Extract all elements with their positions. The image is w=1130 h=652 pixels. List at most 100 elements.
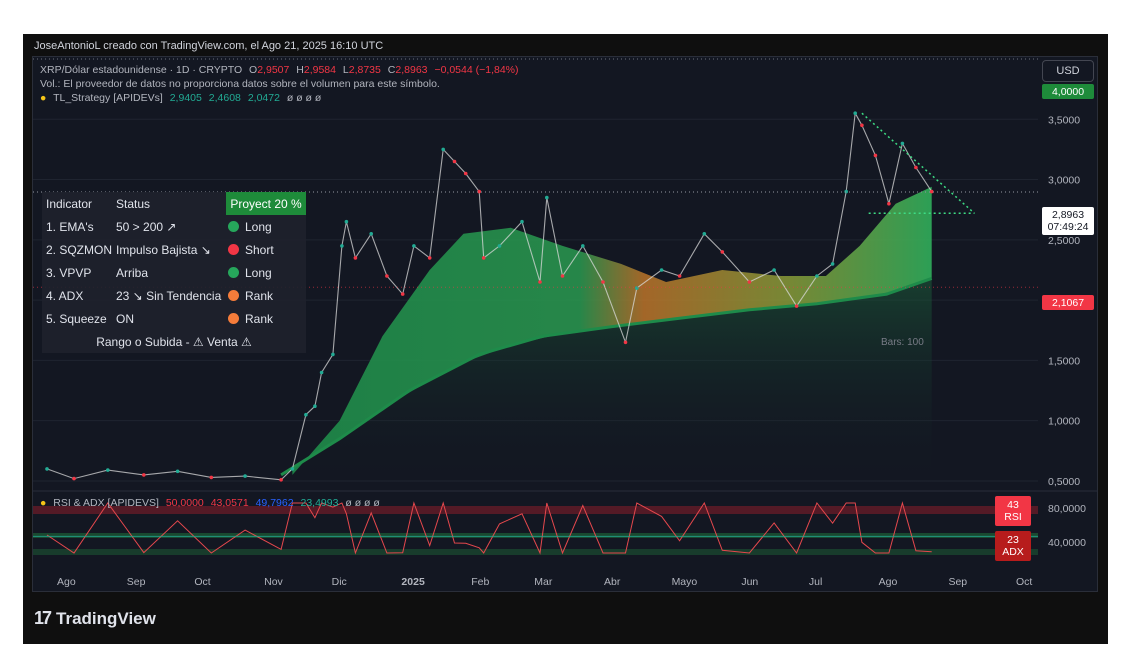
price-point [853, 111, 857, 115]
symbol-legend: XRP/Dólar estadounidense · 1D · CRYPTO O… [40, 64, 519, 76]
x-tick-label: Sep [127, 576, 146, 588]
row-name: 3. VPVP [46, 265, 92, 280]
x-tick-label: Oct [194, 576, 210, 588]
price-point [520, 219, 524, 224]
author-credit: JoseAntonioL creado con TradingView.com,… [34, 40, 384, 52]
rsi-tag-value: 43 [1007, 499, 1019, 511]
x-tick-label: Abr [604, 576, 621, 588]
x-tick-label: Mayo [672, 576, 698, 588]
y-tick-label: 0,5000 [1048, 476, 1080, 488]
table-footer: Rango o Subida - ⚠ Venta ⚠ [42, 330, 306, 353]
price-point [331, 352, 335, 357]
price-point [477, 189, 482, 194]
row-status: Arriba [116, 265, 149, 280]
price-point [887, 201, 891, 206]
price-point [340, 244, 344, 248]
price-point [400, 292, 405, 296]
strategy-icon: ● [40, 92, 47, 104]
table-row: 5. Squeeze ON Rank [42, 307, 306, 330]
price-point [412, 244, 416, 248]
price-point [441, 147, 446, 152]
strategy-legend[interactable]: ● TL_Strategy [APIDEVs] 2,9405 2,4608 2,… [40, 92, 325, 104]
x-tick-label: 2025 [401, 576, 425, 588]
price-point [344, 219, 349, 224]
signal-dot-icon [228, 313, 239, 324]
rsi-value-1: 50,0000 [165, 497, 204, 509]
signal-dot-icon [228, 267, 239, 278]
price-point [463, 171, 468, 176]
price-point [313, 404, 317, 409]
ema-200-line [280, 276, 933, 477]
currency-button[interactable]: USD [1042, 60, 1094, 82]
low-value: 2,8735 [348, 64, 381, 76]
rsi-value-2: 43,0571 [210, 497, 249, 509]
symbol-name[interactable]: XRP/Dólar estadounidense · 1D · CRYPTO [40, 64, 243, 76]
price-point [304, 412, 308, 417]
price-point [720, 250, 725, 254]
price-line [46, 111, 933, 481]
price-point [794, 304, 799, 308]
adx-value-tag: 23 ADX [995, 531, 1031, 561]
resistance-trendline [861, 112, 975, 214]
adx-tag-label: ADX [1002, 546, 1024, 558]
rsi-empty-values: ø ø ø ø [345, 497, 380, 509]
rsi-mid-band [33, 533, 1038, 538]
row-signal: Rank [245, 311, 274, 326]
y-tick-label: 2,5000 [1048, 235, 1080, 247]
chart-canvas[interactable]: 0,50001,00001,50002,00002,50003,00003,50… [33, 57, 1098, 592]
y-tick-label: 1,5000 [1048, 355, 1080, 367]
strategy-value-3: 2,0472 [247, 92, 280, 104]
strategy-name: TL_Strategy [APIDEVs] [53, 92, 163, 104]
table-row: 4. ADX 23 ↘ Sin Tendencia Rank [42, 284, 306, 307]
price-point [175, 469, 180, 474]
chart-area[interactable]: 0,50001,00001,50002,00002,50003,00003,50… [32, 56, 1098, 592]
price-point [72, 476, 76, 481]
rsi-overbought-band [33, 506, 1038, 514]
price-tag-level: 2,1067 [1042, 295, 1094, 310]
price-point [860, 123, 864, 128]
price-point [545, 195, 549, 200]
x-tick-label: Feb [471, 576, 489, 588]
volume-note: Vol.: El proveedor de datos no proporcio… [40, 78, 440, 90]
price-point [815, 274, 819, 278]
price-point [209, 475, 214, 480]
price-point [772, 268, 776, 272]
row-name: 4. ADX [46, 288, 84, 303]
price-point [452, 159, 457, 164]
signal-dot-icon [228, 221, 239, 232]
price-point [385, 274, 389, 278]
rsi-line [46, 501, 932, 555]
row-signal: Long [245, 219, 272, 234]
row-status: Impulso Bajista ↘ [116, 242, 211, 257]
table-row: 2. SQZMON Impulso Bajista ↘ Short [42, 238, 306, 261]
price-point [830, 262, 835, 266]
strategy-empty-values: ø ø ø ø [286, 92, 322, 104]
price-point [142, 473, 146, 477]
row-signal: Short [245, 242, 274, 257]
price-point [581, 244, 585, 248]
tradingview-logo-icon: 17 [34, 608, 52, 628]
price-point [900, 141, 905, 146]
signal-dot-icon [228, 290, 239, 301]
y-tick-label: 1,0000 [1048, 416, 1080, 428]
price-point [106, 468, 110, 472]
adx-tag-value: 23 [1007, 534, 1019, 546]
price-point [747, 280, 752, 284]
rsi-value-tag: 43 RSI [995, 496, 1031, 526]
rsi-legend[interactable]: ● RSI & ADX [APIDEVS] 50,0000 43,0571 49… [40, 497, 384, 509]
rsi-name: RSI & ADX [APIDEVS] [53, 497, 159, 509]
strategy-value-2: 2,4608 [208, 92, 241, 104]
rsi-icon: ● [40, 497, 47, 509]
y-tick-label: 3,0000 [1048, 175, 1080, 187]
x-tick-label: Sep [948, 576, 967, 588]
price-point [45, 467, 49, 471]
price-point [635, 286, 639, 290]
header-indicator: Indicator [46, 196, 93, 211]
table-row: 3. VPVP Arriba Long [42, 261, 306, 284]
tradingview-logo: 17 TradingView [34, 608, 156, 629]
footer-text: Rango o Subida - ⚠ Venta ⚠ [96, 334, 252, 349]
open-value: 2,9507 [257, 64, 290, 76]
ema-band [292, 186, 932, 475]
price-point [659, 268, 664, 272]
current-price: 2,8963 [1051, 209, 1085, 221]
